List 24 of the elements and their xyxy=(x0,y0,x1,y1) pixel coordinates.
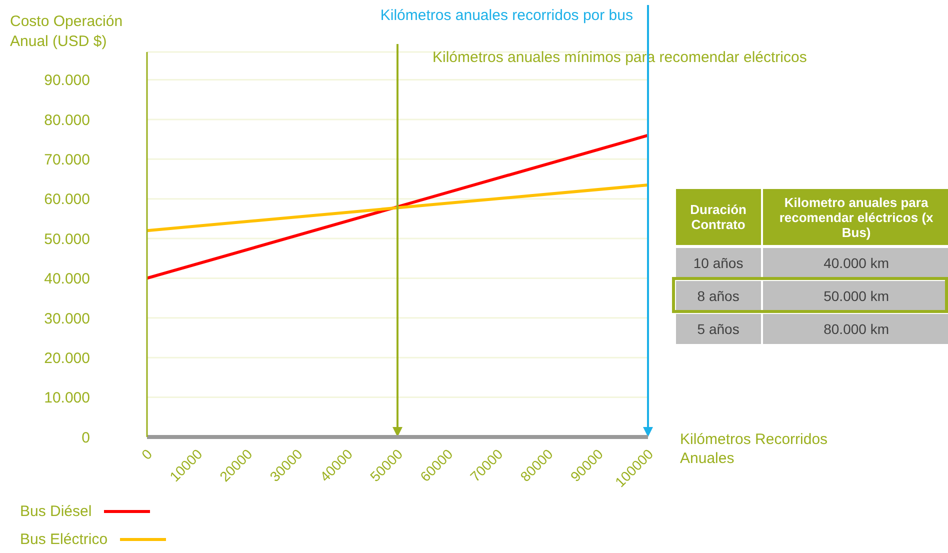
text: 5 años xyxy=(676,314,761,344)
text: Duración Contrato xyxy=(676,189,761,245)
y-tick-label: 80.000 xyxy=(44,112,90,129)
legend-label: Bus Eléctrico xyxy=(20,530,108,548)
y-tick-label: 70.000 xyxy=(44,151,90,168)
x-axis-title: Kilómetros Recorridos Anuales xyxy=(680,430,829,468)
y-tick-label: 10.000 xyxy=(44,390,90,407)
y-tick-label: 60.000 xyxy=(44,191,90,208)
ref-line-label: Kilómetros anuales recorridos por bus xyxy=(380,7,633,24)
text: 80.000 km xyxy=(762,314,948,344)
text: 10 años xyxy=(676,248,761,278)
y-tick-label: 40.000 xyxy=(44,270,90,288)
y-tick-label: 50.000 xyxy=(44,230,90,248)
text: 50.000 km xyxy=(762,281,948,311)
text: 40.000 km xyxy=(762,248,948,278)
text: Kilometro anuales para recomendar eléctricos (x Bus) xyxy=(762,189,948,245)
y-axis-title: Costo Operación Anual (USD $) xyxy=(10,12,124,52)
text: 8 años xyxy=(676,281,761,311)
y-tick-label: 90.000 xyxy=(44,72,90,90)
y-tick-label: 30.000 xyxy=(44,310,90,328)
y-tick-label: 20.000 xyxy=(44,350,90,367)
x-tick-label: 0 xyxy=(138,446,156,463)
y-tick-label: 0 xyxy=(82,429,90,446)
legend-label: Bus Diésel xyxy=(20,502,92,520)
